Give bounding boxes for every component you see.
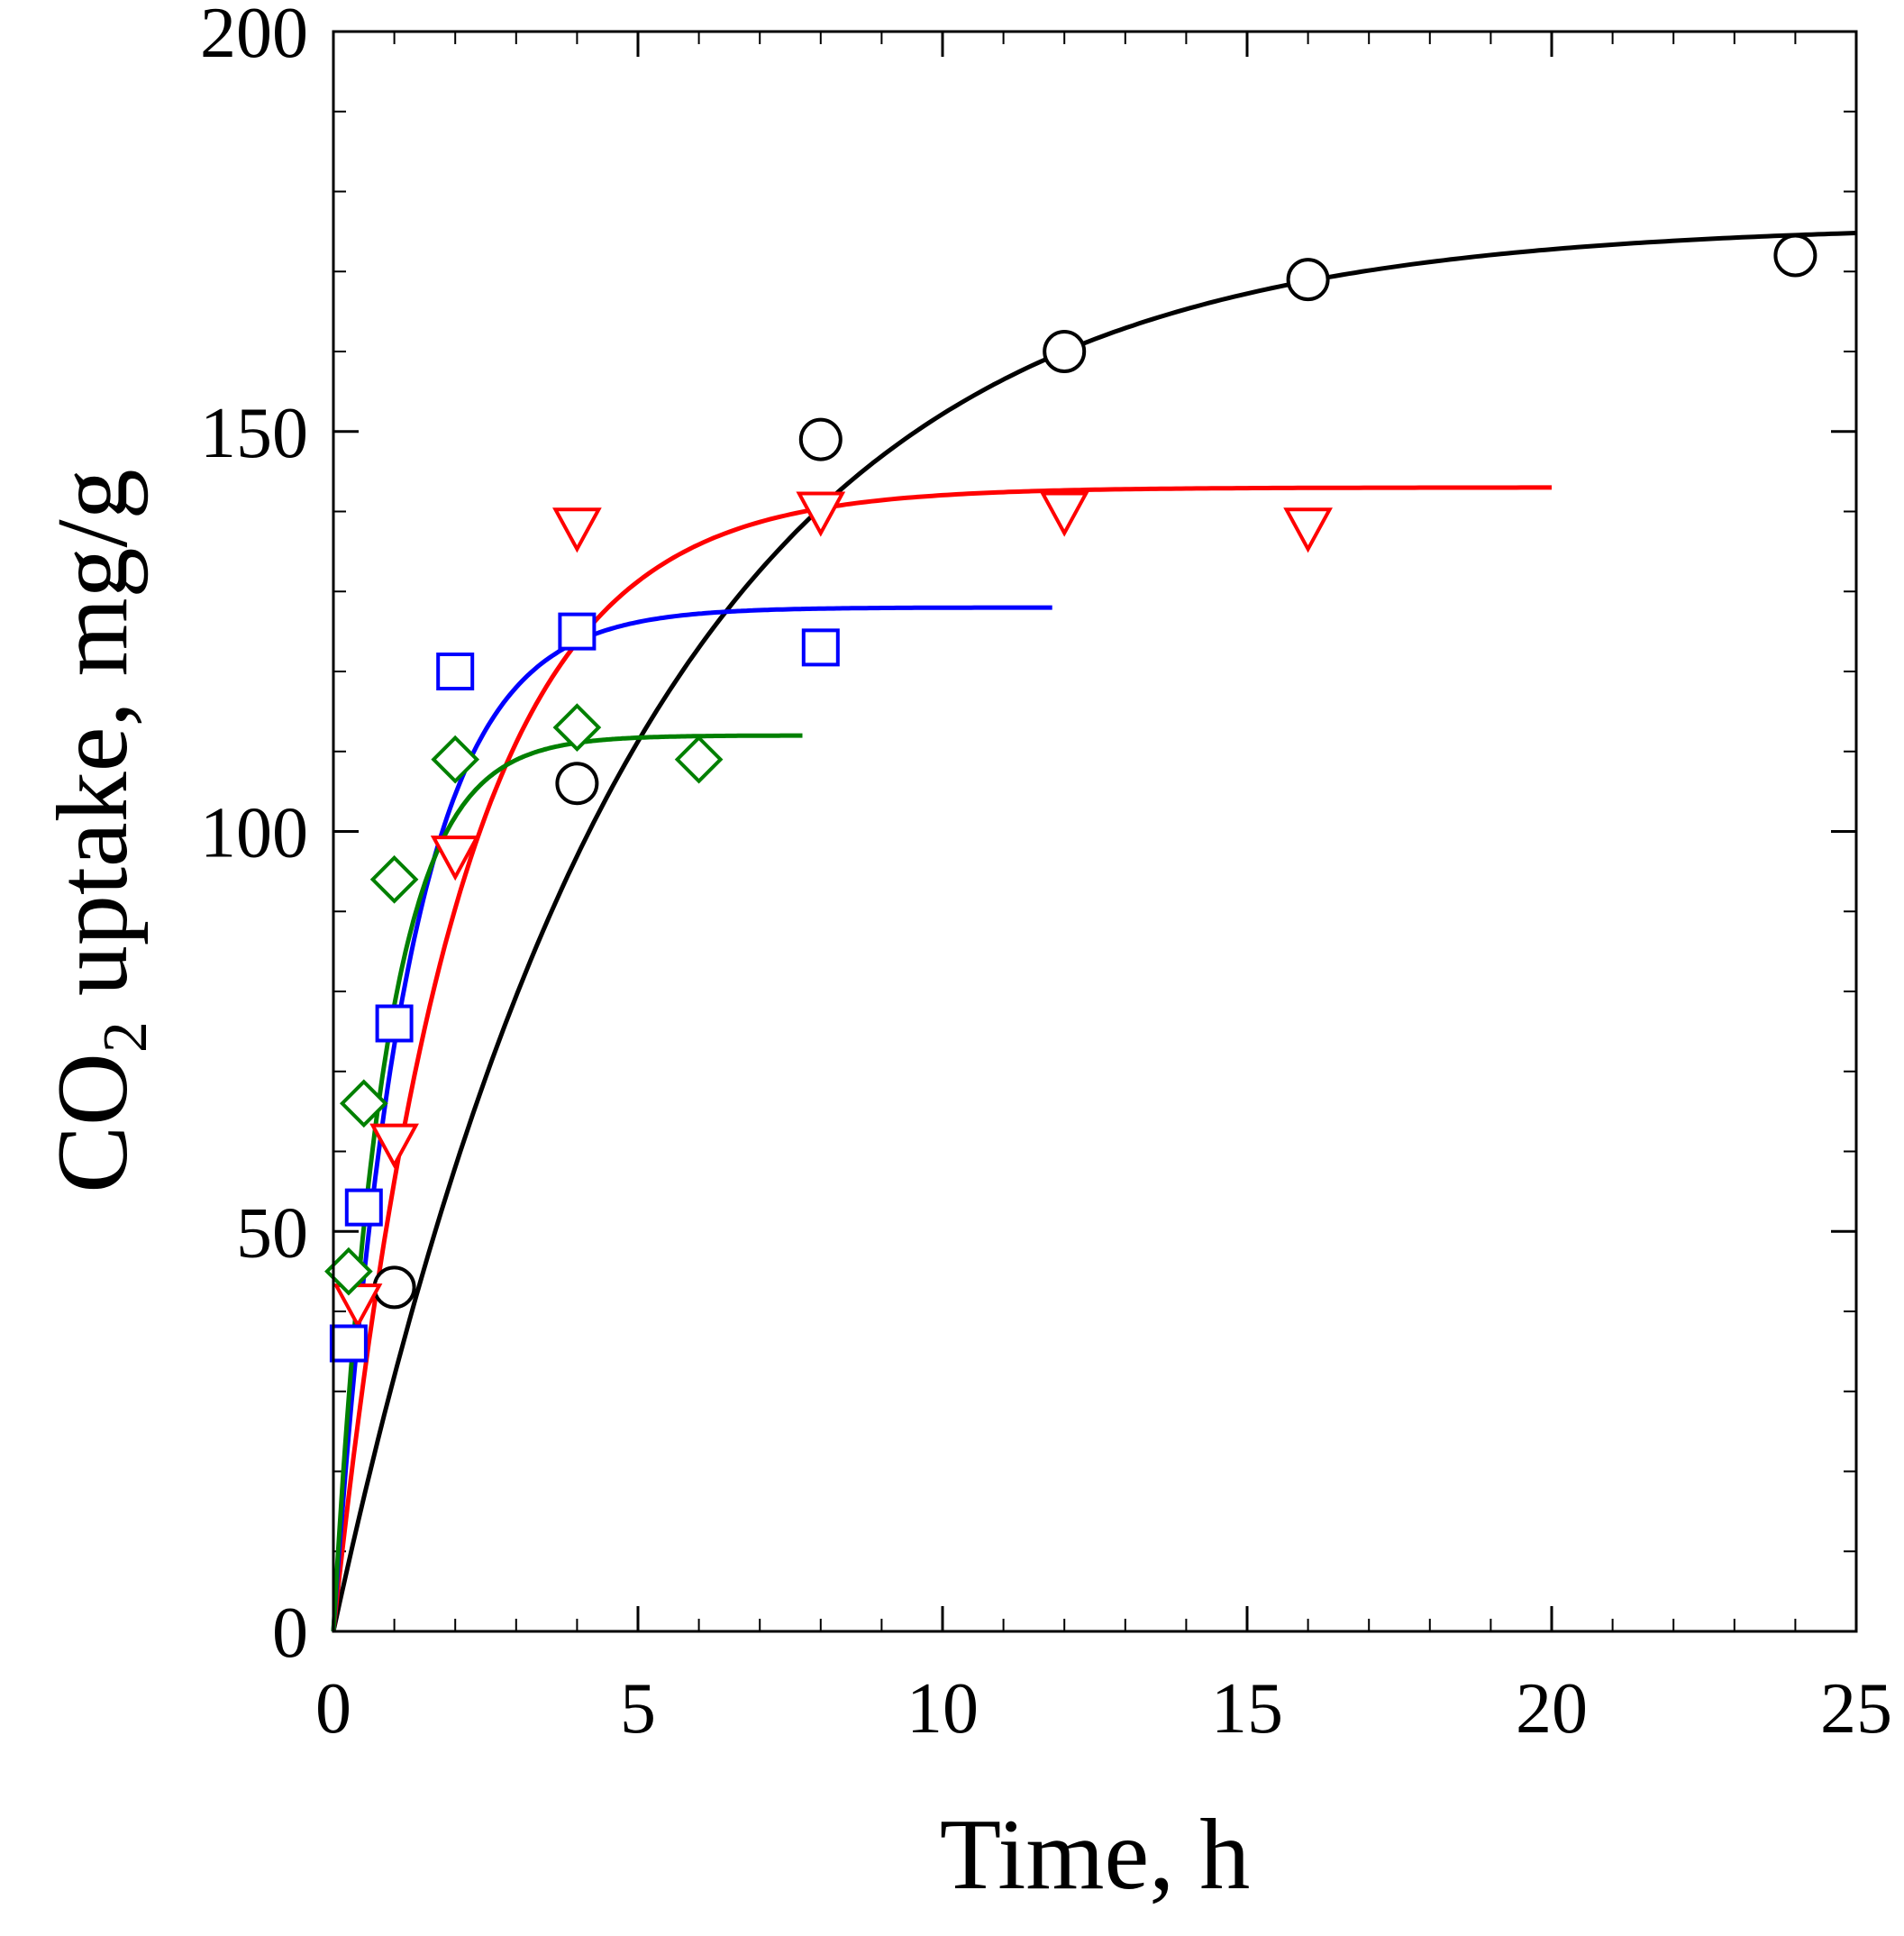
fit-curves [331,231,1857,1632]
y-axis-title: CO2 uptake, mg/g [37,469,160,1192]
y-axis-title-subscript: 2 [91,1021,160,1053]
red-triangles-fit-curve [331,485,1552,1632]
data-markers [324,233,1817,1363]
blue-squares-marker [558,612,597,651]
black-circles-marker [555,762,599,806]
red-triangles-marker [796,491,846,537]
green-diamonds-marker [339,1079,388,1128]
y-tick-label: 50 [236,1193,308,1273]
blue-squares-marker [329,1324,368,1363]
blue-squares-marker [436,653,475,690]
black-circles-marker [1286,258,1330,302]
red-triangles-marker [552,507,602,553]
x-tick-label: 10 [906,1669,979,1749]
y-tick-label: 100 [200,794,308,873]
x-tick-label: 15 [1211,1669,1283,1749]
blue-squares-fit-curve [331,605,1052,1632]
black-circles-marker [372,1265,416,1310]
axis-ticks [332,30,1858,1633]
tick-labels: 0 5 10 15 20 25 0 50 100 150 200 [200,0,1892,1749]
y-tick-label: 150 [200,394,308,473]
red-triangles-marker [369,1123,419,1169]
x-tick-label: 5 [620,1669,656,1749]
red-triangles-marker [1039,491,1089,537]
blue-squares-marker [801,628,840,667]
plot-frame [332,30,1858,1633]
green-diamonds-marker [674,735,724,784]
x-tick-label: 25 [1820,1669,1892,1749]
black-circles-fit-curve [331,231,1857,1632]
y-axis-title-prefix: CO [37,1053,149,1193]
black-circles-marker [798,417,843,461]
black-circles-marker [1043,330,1087,373]
black-circles-marker [1773,233,1817,278]
blue-squares-marker [344,1188,383,1227]
blue-squares-marker [375,1004,414,1043]
x-tick-label: 0 [315,1669,351,1749]
y-tick-label: 200 [200,0,308,73]
red-triangles-marker [1283,507,1333,553]
green-diamonds-fit-curve [331,733,803,1632]
y-axis-title-suffix: uptake, mg/g [37,469,149,1021]
x-axis-title: Time, h [940,1799,1250,1911]
green-diamonds-marker [369,854,419,904]
y-tick-label: 0 [272,1594,308,1673]
x-tick-label: 20 [1516,1669,1588,1749]
green-diamonds-marker [431,735,480,784]
red-triangles-marker [430,836,480,881]
green-diamonds-marker [552,703,602,752]
